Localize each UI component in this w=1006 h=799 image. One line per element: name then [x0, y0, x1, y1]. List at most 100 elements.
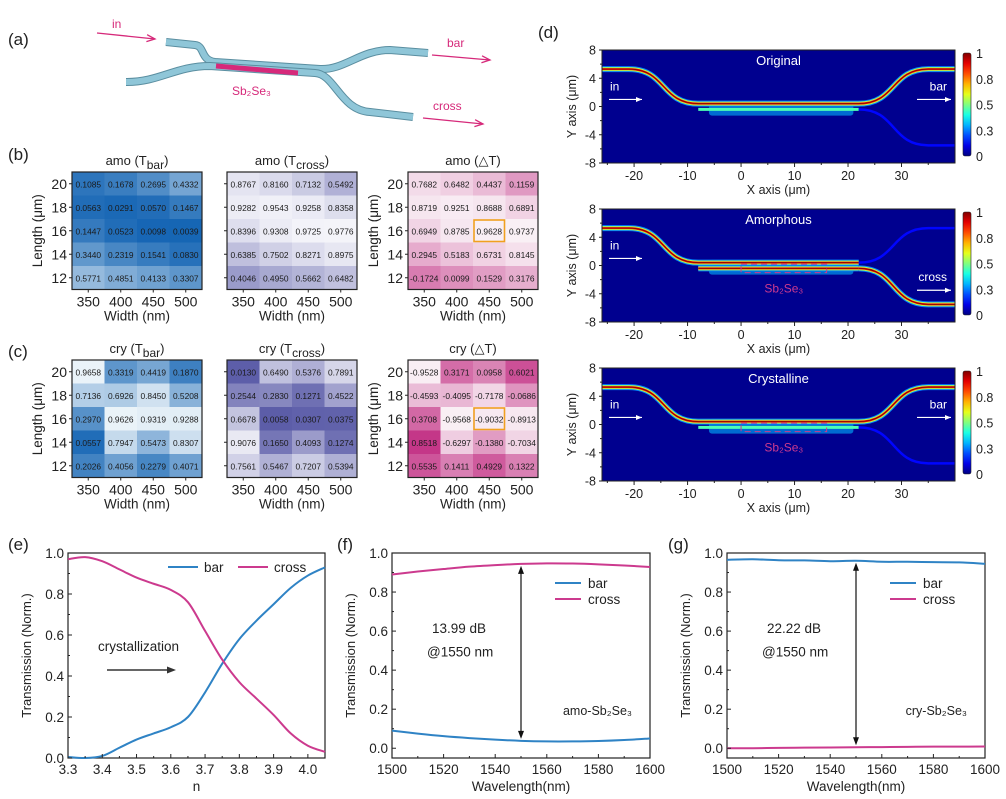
- cell-value: 0.1467: [173, 203, 199, 213]
- cell-value: 0.5473: [140, 438, 166, 448]
- y-axis-label: Transmission (Norm.): [19, 593, 34, 717]
- heatmap-cell: [324, 360, 358, 384]
- y-tick-label: 4: [589, 390, 596, 404]
- y-tick-label: 20: [51, 176, 67, 192]
- cell-value: 0.1541: [140, 250, 166, 260]
- x-tick-label: 500: [329, 482, 353, 498]
- cell-value: 0.7947: [108, 438, 134, 448]
- heatmap-cell: [292, 242, 325, 267]
- y-tick-label: 4: [589, 231, 596, 245]
- x-tick-label: 1520: [764, 762, 794, 777]
- heatmap-cell: [440, 430, 474, 455]
- y-tick-label: 20: [387, 364, 403, 380]
- heatmap-cell: [408, 360, 441, 384]
- series-line-bar: [726, 558, 986, 565]
- heatmap-cell: [169, 430, 203, 455]
- x-tick-label: 400: [109, 294, 133, 310]
- x-tick-label: 10: [788, 487, 802, 501]
- y-tick-label: 0.8: [45, 587, 64, 602]
- heatmap-cell: [408, 383, 441, 408]
- x-tick-label: 0: [738, 169, 745, 183]
- legend-label-cross: cross: [588, 592, 621, 607]
- cell-value: 0.3319: [108, 367, 134, 377]
- cross-label: cross: [433, 99, 462, 113]
- y-tick-label: 18: [387, 387, 403, 403]
- heatmap-cell: [169, 266, 203, 290]
- cell-value: 0.9543: [263, 203, 289, 213]
- heatmap-cell: [72, 219, 105, 243]
- cell-value: -0.4095: [443, 391, 472, 401]
- panel-label-a: (a): [8, 30, 29, 49]
- cell-value: 0.0523: [108, 226, 134, 236]
- heatmap-cell: [137, 383, 170, 408]
- title-main: cry (T: [259, 341, 292, 356]
- x-tick-label: 350: [413, 294, 437, 310]
- y-tick-label: -8: [585, 316, 596, 330]
- cell-value: 0.9076: [230, 438, 256, 448]
- heatmap-cell: [259, 172, 293, 196]
- cell-value: 0.6490: [263, 367, 289, 377]
- y-tick-label: -8: [585, 475, 596, 489]
- y-tick-label: 0.4: [369, 663, 388, 678]
- x-axis-label: X axis (μm): [747, 342, 810, 356]
- colorbar-tick-label: 0.3: [976, 442, 993, 456]
- heatmap-cell: [104, 195, 138, 220]
- x-tick-label: 400: [264, 482, 288, 498]
- contrast-arrow-head-bottom: [518, 730, 524, 739]
- heatmap-cell: [104, 454, 138, 478]
- y-tick-label: 0.6: [704, 624, 723, 639]
- heatmap-cell: [169, 219, 203, 243]
- heatmap-cell: [259, 242, 293, 267]
- y-axis-label: Transmission (Norm.): [678, 593, 693, 717]
- y-tick-label: 0.2: [45, 710, 64, 725]
- waveguide-bottom: [125, 62, 414, 120]
- heatmap-cell: [440, 266, 474, 290]
- cell-value: 0.7136: [75, 391, 101, 401]
- cell-value: 0.0958: [476, 367, 502, 377]
- x-tick-label: 500: [174, 294, 198, 310]
- material-state-label: amo-Sb₂Se₃: [563, 704, 632, 718]
- heatmap-cell: [324, 454, 358, 478]
- x-tick-label: 30: [895, 328, 909, 342]
- heatmap-cell: [137, 430, 170, 455]
- heatmap-cell: [227, 266, 260, 290]
- sb2se3-strip: [215, 63, 299, 76]
- cell-value: 0.8160: [263, 179, 289, 189]
- material-region: [740, 422, 828, 433]
- x-tick-label: -20: [625, 487, 643, 501]
- y-tick-label: 12: [51, 270, 67, 286]
- x-tick-label: 500: [510, 294, 534, 310]
- title-main: amo (△T): [445, 153, 501, 168]
- cell-value: 0.4133: [140, 273, 166, 283]
- x-tick-label: 1560: [867, 762, 897, 777]
- cell-value: 0.7132: [295, 179, 321, 189]
- heatmap-cell: [72, 430, 105, 455]
- x-tick-label: 4.0: [298, 762, 317, 777]
- highlight-box: [473, 219, 506, 243]
- cell-value: 0.4071: [173, 461, 199, 471]
- cell-value: -0.6297: [443, 438, 472, 448]
- input-label: in: [112, 17, 121, 31]
- cell-value: 0.3708: [411, 414, 437, 424]
- cell-value: 0.5535: [411, 461, 437, 471]
- heatmap-cell: [324, 407, 358, 431]
- cell-value: 0.5183: [444, 250, 470, 260]
- material-region: [740, 263, 828, 274]
- cell-value: 0.5208: [173, 391, 199, 401]
- cell-value: 0.0557: [75, 438, 101, 448]
- cell-value: 0.6949: [411, 226, 437, 236]
- cell-value: 0.7891: [328, 367, 354, 377]
- cell-value: 0.0130: [230, 367, 256, 377]
- y-tick-label: 0.0: [704, 741, 723, 756]
- heatmap-cell: [137, 195, 170, 220]
- cell-value: 0.6482: [444, 179, 470, 189]
- heatmap-cell: [259, 430, 293, 455]
- y-tick-label: 0.6: [45, 628, 64, 643]
- cell-value: 0.5662: [295, 273, 321, 283]
- field-content: [602, 384, 955, 465]
- output-label: bar: [930, 79, 947, 93]
- cell-value: 0.4046: [230, 273, 256, 283]
- heatmap-cell: [104, 383, 138, 408]
- cell-value: 0.0058: [263, 414, 289, 424]
